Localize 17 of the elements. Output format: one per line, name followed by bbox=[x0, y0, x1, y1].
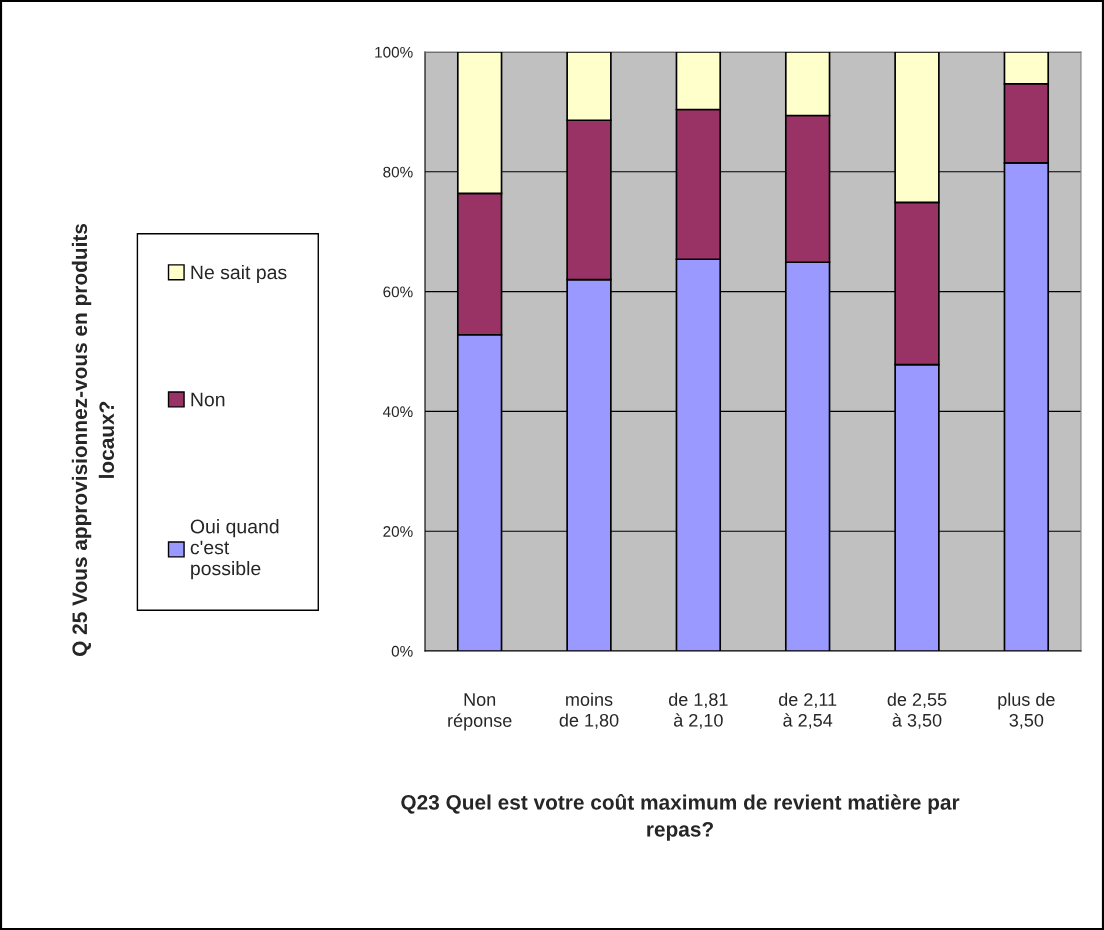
x-tick-label: de 2,11 à 2,54 bbox=[778, 692, 837, 729]
legend-label: Oui quand c'est possible bbox=[190, 519, 279, 580]
text: Q 25 Vous approvisionnez-vous en produits locaux? bbox=[71, 223, 115, 656]
y-tick-label: 40% bbox=[382, 406, 413, 418]
x-axis-title: Q23 Quel est votre coût maximum de revient matière par repas? bbox=[401, 794, 960, 841]
x-tick-label: de 1,81 à 2,10 bbox=[668, 692, 728, 729]
y-tick-label: 20% bbox=[383, 526, 413, 537]
y-tick-label: 80% bbox=[383, 166, 413, 178]
x-tick-label: de 2,55 à 3,50 bbox=[887, 692, 947, 729]
legend-label: Ne sait pas bbox=[191, 264, 287, 284]
x-tick-label: Non réponse bbox=[448, 693, 512, 731]
y-tick-label: 100% bbox=[375, 46, 413, 58]
y-tick-label: 0% bbox=[391, 645, 413, 657]
x-tick-label: moins de 1,80 bbox=[559, 692, 619, 729]
legend-label: Non bbox=[191, 392, 225, 407]
y-tick-label: 60% bbox=[383, 286, 413, 298]
x-tick-label: plus de 3,50 bbox=[998, 692, 1055, 729]
